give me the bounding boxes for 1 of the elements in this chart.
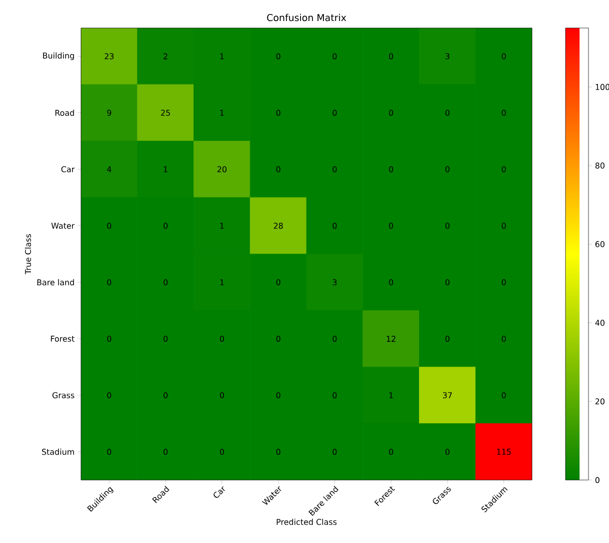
chart-title: Confusion Matrix	[267, 14, 346, 22]
